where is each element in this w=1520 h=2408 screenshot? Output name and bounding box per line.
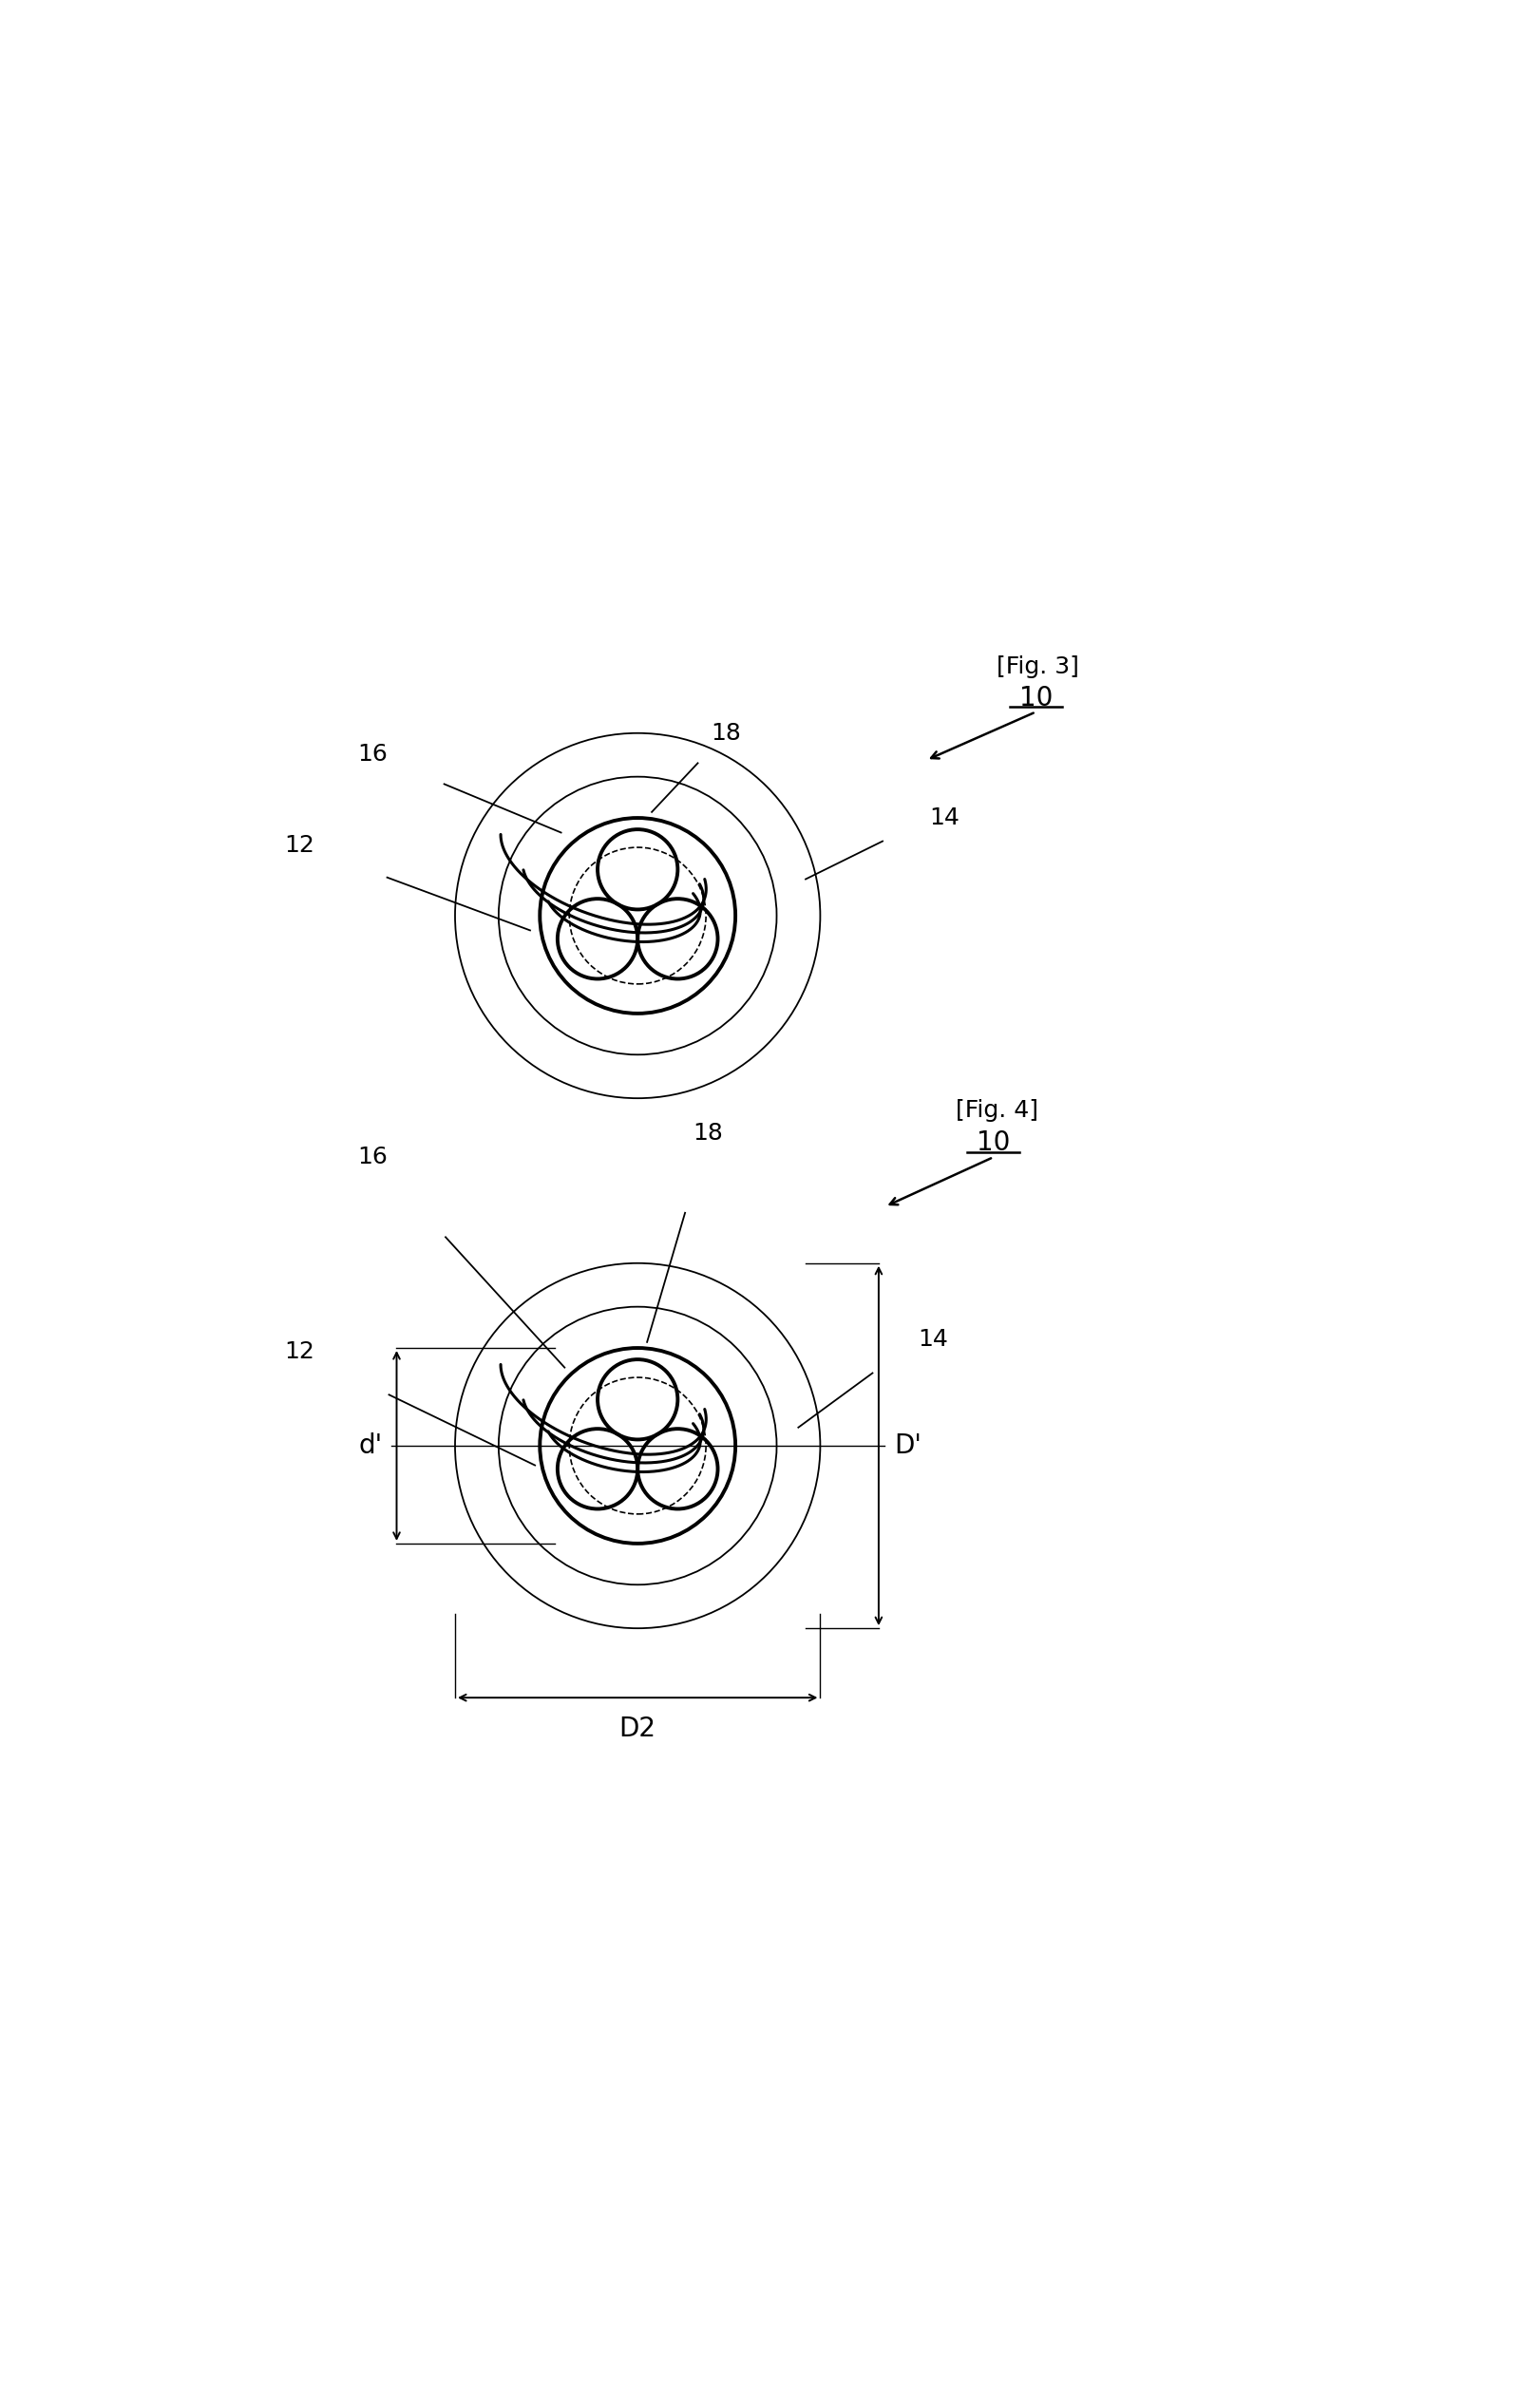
Text: 12: 12	[284, 833, 315, 857]
Text: D': D'	[894, 1433, 921, 1459]
Text: 16: 16	[357, 1146, 388, 1168]
Text: d': d'	[359, 1433, 383, 1459]
Text: 18: 18	[711, 722, 742, 744]
Text: 10: 10	[976, 1129, 1011, 1156]
Text: D2: D2	[619, 1714, 657, 1741]
Text: [Fig. 4]: [Fig. 4]	[956, 1098, 1038, 1122]
Text: 16: 16	[357, 744, 388, 766]
Text: 14: 14	[930, 807, 961, 828]
Text: 18: 18	[693, 1122, 724, 1144]
Text: [Fig. 3]: [Fig. 3]	[997, 655, 1079, 679]
Text: 12: 12	[284, 1341, 315, 1363]
Text: 10: 10	[1018, 684, 1053, 710]
Text: 14: 14	[918, 1329, 948, 1351]
